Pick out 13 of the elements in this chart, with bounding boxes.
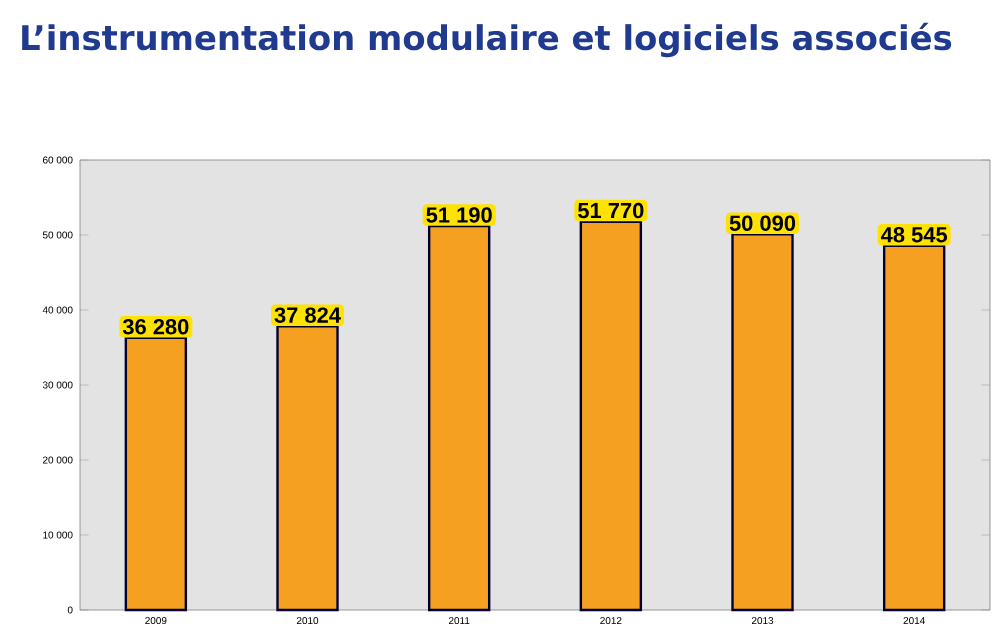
- data-label: 36 280: [122, 318, 189, 335]
- bar: [731, 233, 794, 612]
- data-label: 37 824: [274, 307, 341, 323]
- bar: [882, 244, 946, 612]
- data-label: 48 545: [881, 227, 948, 243]
- bar: [276, 325, 339, 612]
- chart-title: L’instrumentation modulaire et logiciels associés: [22, 22, 952, 58]
- data-label: 51 190: [426, 207, 492, 223]
- data-label: 51 770: [578, 202, 644, 219]
- data-label: 50 090: [729, 215, 796, 231]
- bar: [579, 220, 643, 612]
- bar: [427, 224, 491, 612]
- bar: [124, 336, 188, 612]
